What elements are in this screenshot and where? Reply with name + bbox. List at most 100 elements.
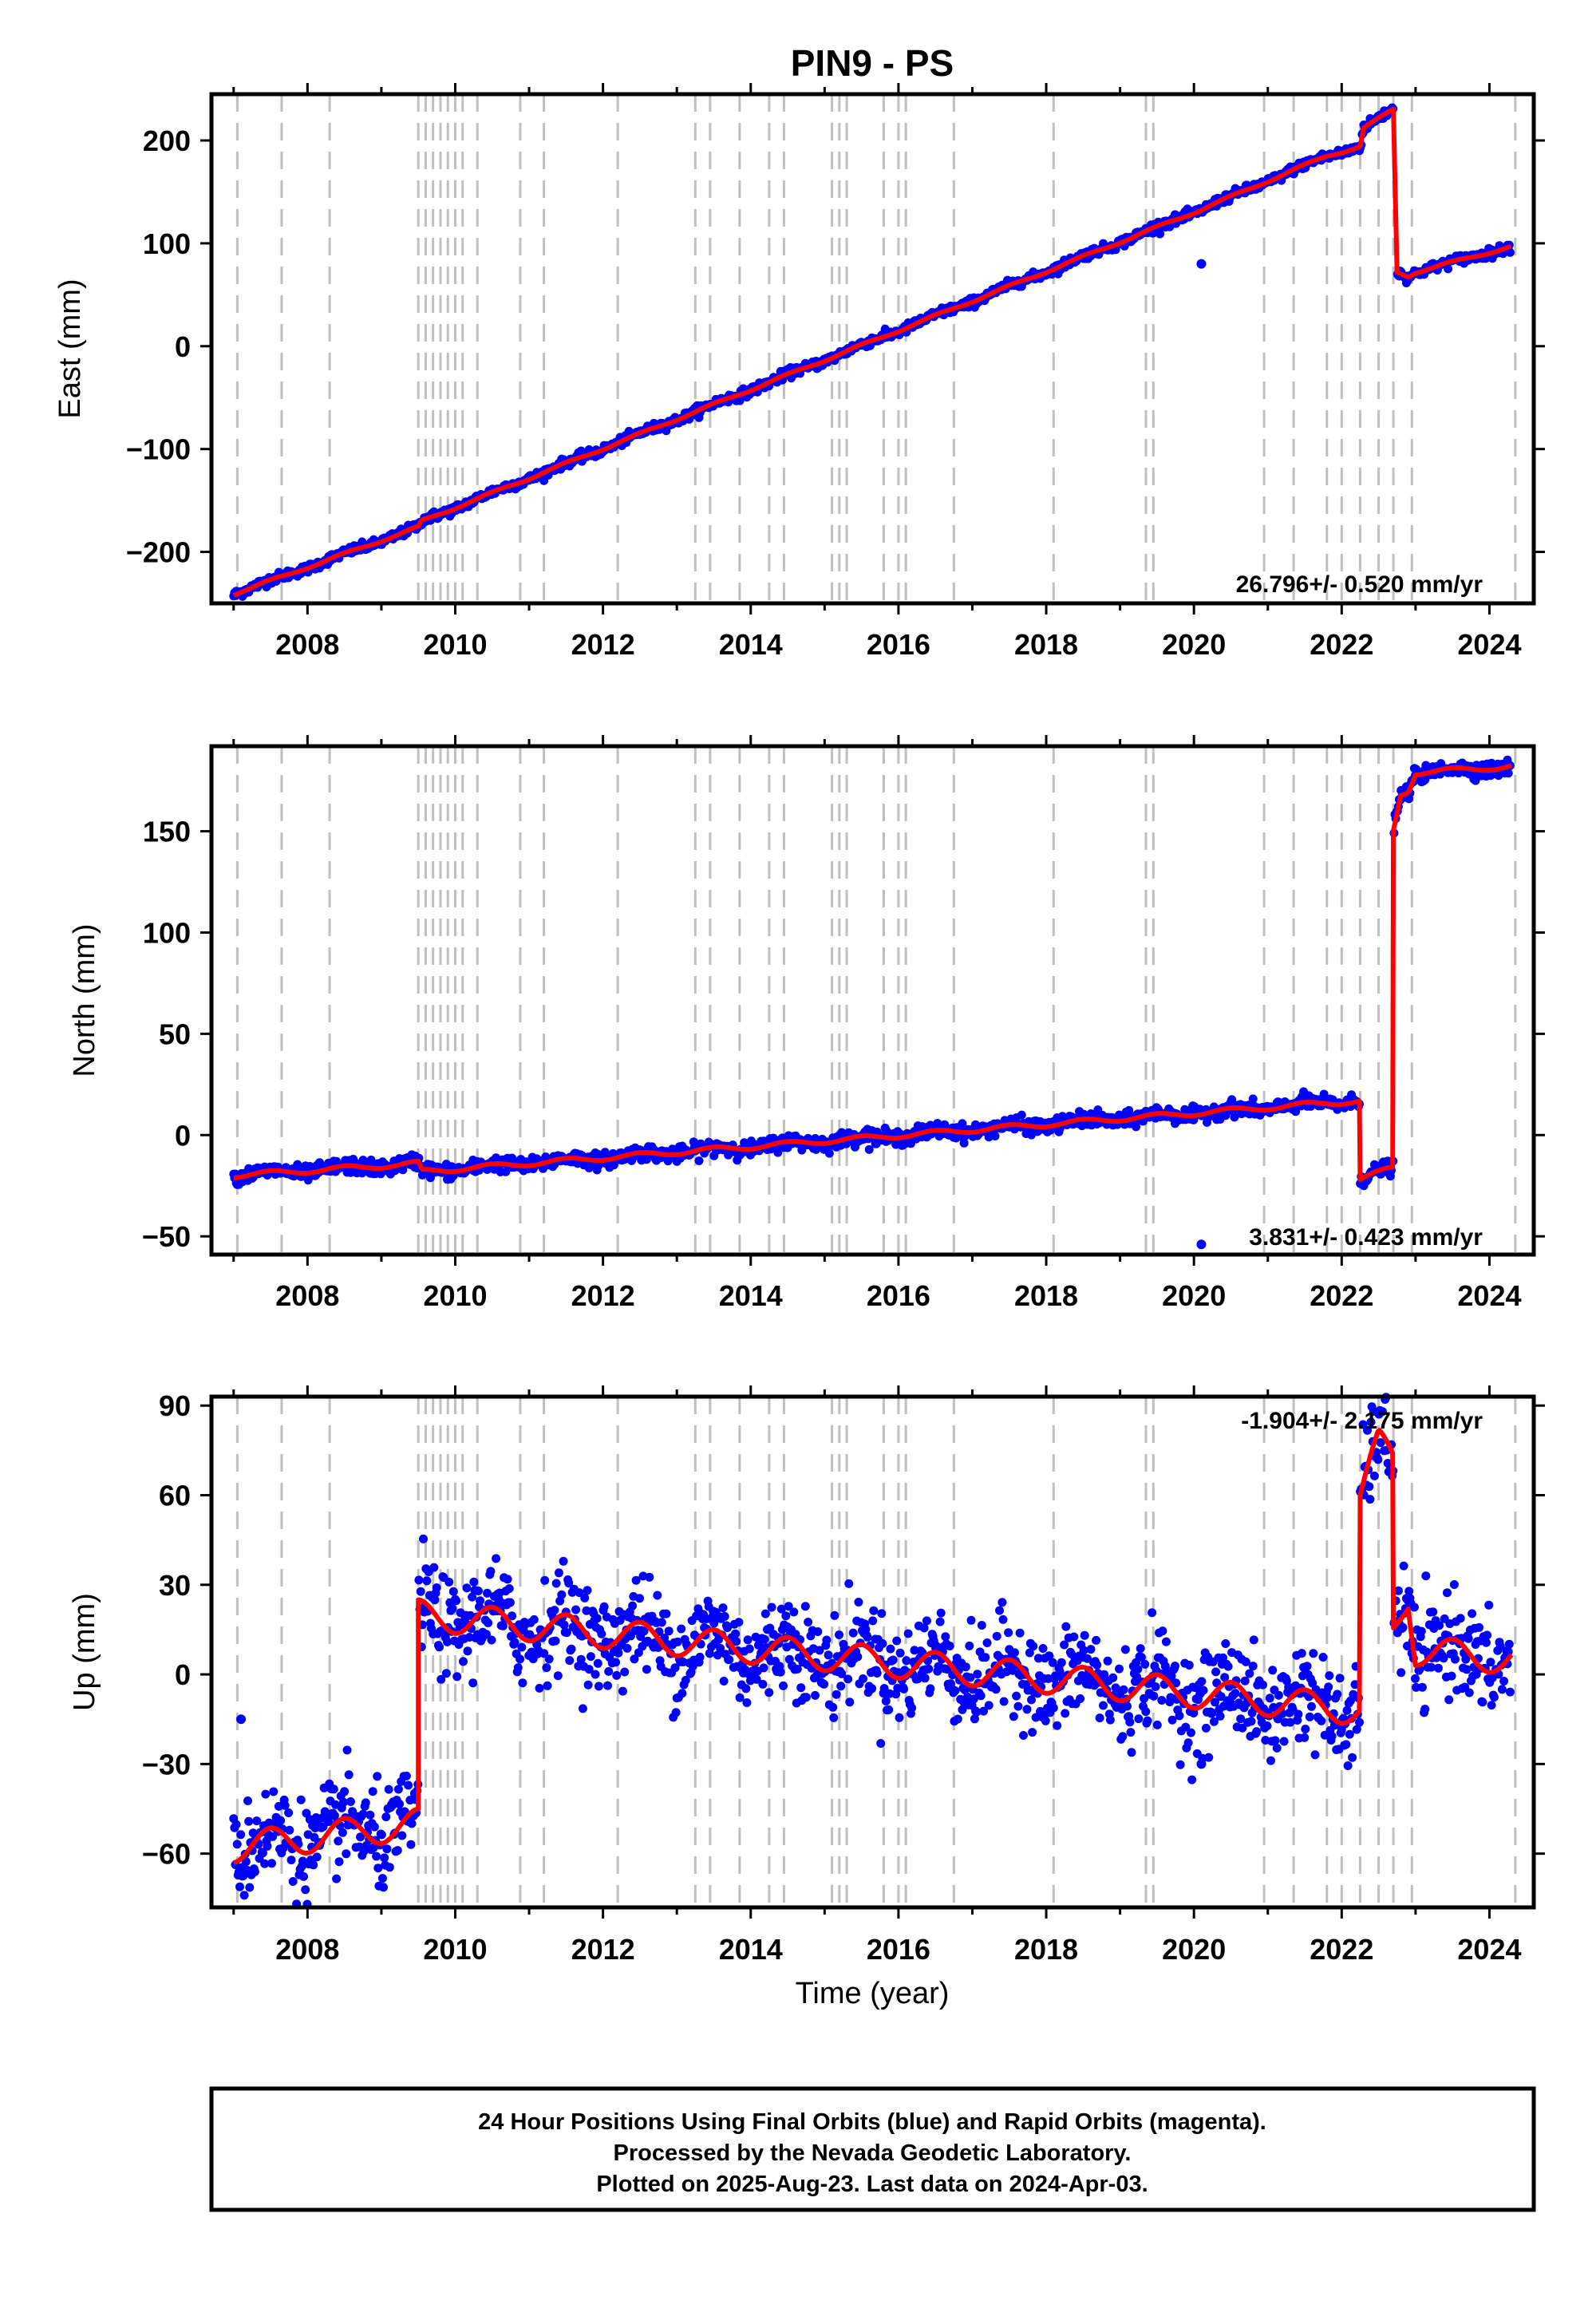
data-point <box>553 1671 563 1681</box>
data-point <box>564 1579 574 1588</box>
data-point <box>550 1606 559 1615</box>
data-point <box>1447 1671 1456 1681</box>
data-point <box>1183 1738 1193 1748</box>
data-point <box>1108 1673 1118 1682</box>
data-point <box>535 1683 544 1693</box>
data-point <box>332 1874 342 1883</box>
data-point <box>578 1704 587 1713</box>
data-point <box>510 1638 519 1647</box>
x-tick-label: 2012 <box>571 1279 635 1312</box>
data-point <box>1041 1716 1050 1725</box>
data-point <box>631 1575 641 1585</box>
data-point <box>835 1630 843 1639</box>
x-tick-label: 2020 <box>1162 1933 1226 1966</box>
data-point <box>1029 1642 1038 1651</box>
y-tick-label: 200 <box>143 124 191 157</box>
data-point <box>935 1617 945 1626</box>
data-point <box>525 1630 535 1639</box>
data-point <box>276 1816 286 1825</box>
data-point <box>1272 1743 1282 1753</box>
data-point <box>1219 1653 1227 1662</box>
data-point <box>895 1713 904 1722</box>
y-tick-label: 0 <box>175 1658 191 1691</box>
data-point <box>1207 1708 1217 1717</box>
data-point <box>984 1701 994 1710</box>
data-point <box>878 1639 887 1648</box>
data-point <box>1240 1676 1250 1686</box>
x-tick-label: 2008 <box>275 1279 339 1312</box>
data-point <box>476 1596 485 1606</box>
data-point <box>716 1643 725 1653</box>
data-point <box>380 1853 389 1863</box>
data-point <box>828 1702 838 1712</box>
data-point <box>1103 1656 1112 1666</box>
y-tick-label: 50 <box>159 1018 191 1050</box>
data-point <box>372 1852 381 1861</box>
data-point <box>972 1707 982 1717</box>
data-point <box>1022 1705 1032 1714</box>
data-point <box>611 1658 620 1667</box>
data-point <box>231 1820 241 1829</box>
data-point <box>1451 1654 1460 1664</box>
data-point <box>1158 1626 1167 1636</box>
data-point <box>260 1859 270 1868</box>
y-axis-label: North (mm) <box>68 923 101 1077</box>
data-point <box>1126 1728 1136 1737</box>
x-tick-label: 2024 <box>1457 628 1521 661</box>
data-point <box>529 1614 539 1624</box>
data-point <box>742 1698 752 1707</box>
data-point <box>848 1628 858 1638</box>
data-point <box>853 1652 863 1662</box>
data-point <box>583 1586 592 1595</box>
data-point <box>1464 1634 1473 1643</box>
data-point <box>1201 1723 1211 1733</box>
data-point <box>513 1663 523 1673</box>
data-point <box>580 1593 590 1603</box>
data-point <box>1435 1621 1444 1630</box>
data-point <box>982 1638 992 1647</box>
data-point <box>1503 1647 1513 1657</box>
data-point <box>1044 1674 1053 1683</box>
data-point <box>1319 1089 1329 1099</box>
data-point <box>1365 1482 1374 1492</box>
data-point <box>966 1673 975 1682</box>
data-point <box>622 1643 632 1653</box>
data-point <box>334 1836 343 1846</box>
data-point <box>1053 1721 1062 1730</box>
data-point <box>554 1568 563 1578</box>
data-point <box>599 1602 609 1611</box>
data-point <box>393 1784 403 1794</box>
data-point <box>876 1739 886 1748</box>
data-point <box>340 1787 350 1796</box>
data-point <box>557 1590 567 1599</box>
data-point <box>1335 1674 1345 1683</box>
data-point <box>559 1556 568 1566</box>
x-axis-label: Time (year) <box>796 1977 950 2010</box>
data-point <box>869 1606 879 1615</box>
data-point <box>776 1604 786 1614</box>
data-point <box>1199 1686 1208 1695</box>
data-point <box>815 1646 824 1655</box>
data-point <box>1118 1732 1128 1741</box>
data-point <box>484 1618 493 1627</box>
data-point <box>1167 1715 1177 1725</box>
x-tick-label: 2018 <box>1014 1933 1078 1966</box>
data-point <box>681 1675 690 1685</box>
data-point <box>1211 1667 1221 1677</box>
data-point <box>1373 1455 1383 1464</box>
data-point <box>1258 1680 1267 1690</box>
x-tick-label: 2010 <box>423 1279 487 1312</box>
data-point <box>430 1595 440 1605</box>
data-point <box>1204 1753 1214 1762</box>
data-point <box>1495 1642 1505 1651</box>
data-point <box>1252 1727 1262 1737</box>
data-point <box>1294 1709 1303 1719</box>
data-point <box>1366 1417 1376 1427</box>
data-point <box>1184 1661 1194 1670</box>
data-point <box>614 1648 623 1658</box>
data-point <box>932 1642 942 1651</box>
data-point <box>1279 1737 1289 1746</box>
data-point <box>1241 1657 1250 1666</box>
data-point <box>444 1577 454 1587</box>
data-point <box>1249 1635 1258 1645</box>
